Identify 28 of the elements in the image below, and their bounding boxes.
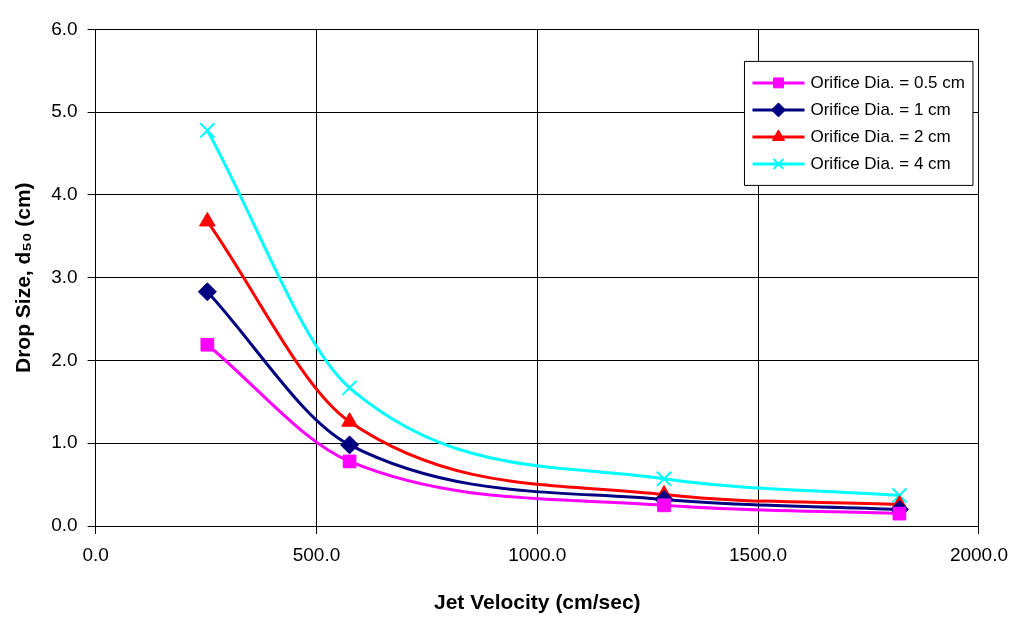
y-tick-label: 5.0	[51, 100, 78, 122]
x-tick-label: 1000.0	[508, 543, 567, 565]
x-tick-label: 500.0	[292, 543, 341, 565]
legend-label: Orifice Dia. = 4 cm	[810, 153, 951, 173]
point	[340, 435, 360, 455]
x-tick-label: 1500.0	[729, 543, 788, 565]
point	[891, 487, 908, 504]
point	[655, 470, 673, 487]
y-tick-label: 6.0	[51, 17, 78, 39]
point	[342, 454, 357, 469]
point	[657, 498, 671, 513]
y-tick-label: 3.0	[51, 265, 78, 287]
point	[200, 337, 215, 352]
y-tick-label: 4.0	[51, 183, 78, 205]
legend-label: Orifice Dia. = 2 cm	[810, 126, 951, 146]
y-tick-label: 0.0	[51, 514, 78, 536]
point	[197, 282, 217, 302]
y-tick-label: 2.0	[51, 348, 78, 370]
point	[892, 506, 907, 521]
legend-label: Orifice Dia. = 1 cm	[810, 99, 951, 119]
x-axis-title: Jet Velocity (cm/sec)	[433, 590, 641, 614]
legend-label: Orifice Dia. = 0.5 cm	[810, 72, 965, 92]
x-tick-label: 2000.0	[949, 543, 1009, 565]
point	[199, 122, 216, 139]
y-axis-title: Drop Size, d₅₀ (cm)	[11, 182, 35, 374]
y-tick-label: 1.0	[51, 431, 78, 453]
point	[341, 379, 358, 396]
x-tick-label: 0.0	[82, 543, 109, 565]
